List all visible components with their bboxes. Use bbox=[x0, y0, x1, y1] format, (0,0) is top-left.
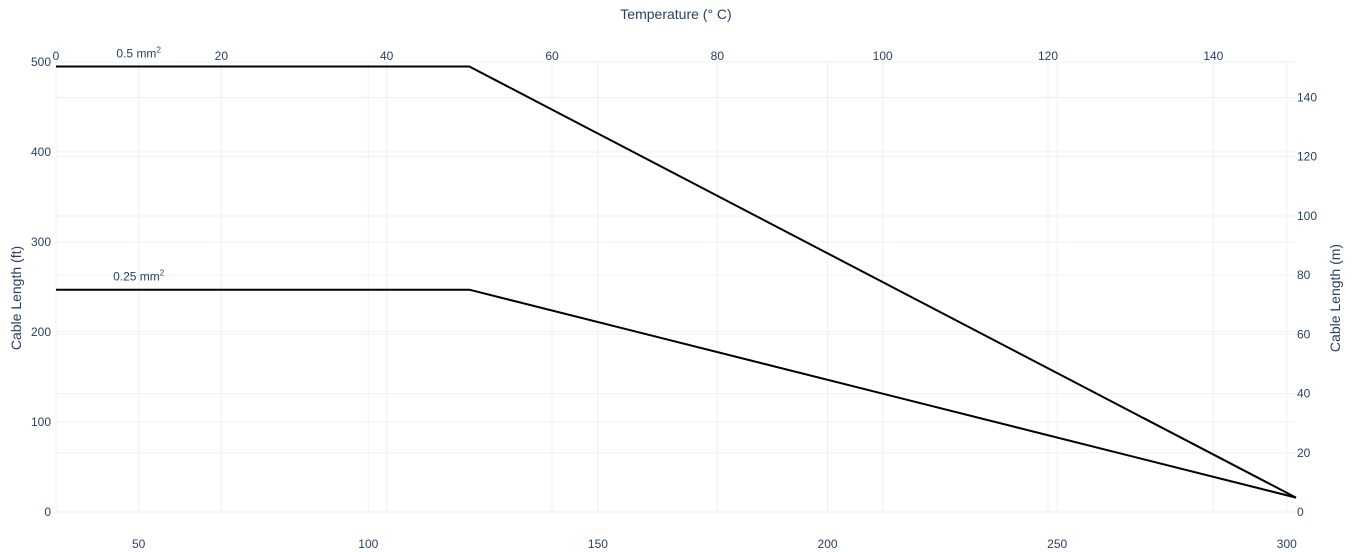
bottom-x-tick-label: 300 bbox=[1277, 537, 1297, 551]
left-y-tick-label: 400 bbox=[31, 145, 51, 159]
right-y-tick-label: 80 bbox=[1297, 268, 1311, 282]
right-y-axis-title: Cable Length (m) bbox=[1327, 244, 1343, 352]
right-y-tick-label: 20 bbox=[1297, 446, 1311, 460]
bottom-x-tick-label: 100 bbox=[358, 537, 378, 551]
right-y-tick-label: 0 bbox=[1297, 505, 1304, 519]
series-line-0 bbox=[56, 65, 1297, 499]
left-y-tick-label: 500 bbox=[31, 55, 51, 69]
top-x-tick-label: 0 bbox=[53, 49, 60, 63]
series-line-1 bbox=[56, 288, 1297, 499]
bottom-x-tick-label: 250 bbox=[1047, 537, 1067, 551]
top-x-tick-label: 140 bbox=[1203, 49, 1223, 63]
top-x-tick-label: 40 bbox=[380, 49, 394, 63]
top-x-tick-label: 80 bbox=[711, 49, 725, 63]
left-y-tick-label: 300 bbox=[31, 235, 51, 249]
grid-layer bbox=[55, 61, 1296, 513]
left-y-axis-title: Cable Length (ft) bbox=[8, 246, 24, 350]
right-y-tick-label: 140 bbox=[1297, 91, 1317, 105]
left-y-tick-label: 0 bbox=[44, 505, 51, 519]
series-layer bbox=[56, 65, 1297, 499]
right-y-tick-label: 40 bbox=[1297, 387, 1311, 401]
right-y-tick-label: 100 bbox=[1297, 209, 1317, 223]
right-y-tick-label: 60 bbox=[1297, 327, 1311, 341]
right-y-tick-label: 120 bbox=[1297, 150, 1317, 164]
bottom-x-tick-label: 200 bbox=[818, 537, 838, 551]
annotation-layer: 0.5 mm2 0.25 mm2 bbox=[113, 46, 165, 284]
bottom-x-tick-label: 150 bbox=[588, 537, 608, 551]
top-x-tick-label: 100 bbox=[873, 49, 893, 63]
bottom-x-tick-label: 50 bbox=[132, 537, 146, 551]
top-x-axis-title: Temperature (° C) bbox=[620, 6, 731, 22]
left-y-tick-label: 200 bbox=[31, 325, 51, 339]
top-x-tick-label: 120 bbox=[1038, 49, 1058, 63]
top-x-tick-label: 20 bbox=[215, 49, 229, 63]
series-annotation-1: 0.25 mm2 bbox=[113, 269, 165, 284]
left-y-tick-label: 100 bbox=[31, 415, 51, 429]
series-annotation-0: 0.5 mm2 bbox=[116, 46, 161, 61]
top-x-tick-label: 60 bbox=[545, 49, 559, 63]
